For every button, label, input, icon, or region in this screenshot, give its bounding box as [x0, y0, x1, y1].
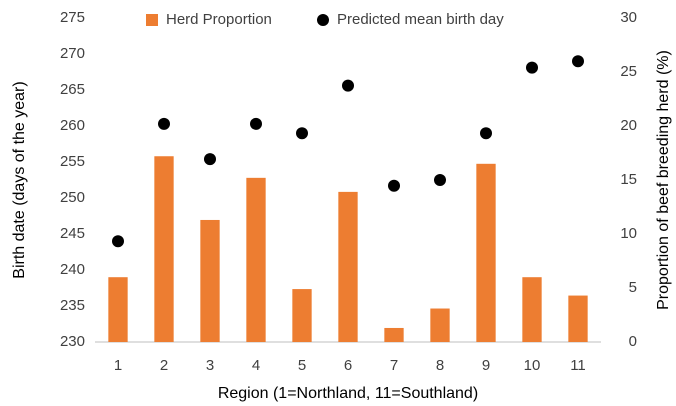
y2-tick-label: 15 — [620, 171, 637, 188]
y-tick-label: 230 — [60, 333, 85, 350]
y-tick-label: 250 — [60, 189, 85, 206]
legend-label: Predicted mean birth day — [337, 11, 504, 28]
bar — [384, 327, 404, 342]
point — [250, 117, 262, 130]
y-tick-label: 260 — [60, 117, 85, 134]
x-tick-label: 2 — [160, 357, 168, 374]
y2-tick-label: 5 — [629, 279, 637, 296]
legend-marker — [317, 14, 329, 26]
y-tick-label: 240 — [60, 261, 85, 278]
y-tick-label: 270 — [60, 45, 85, 62]
bar — [108, 277, 128, 342]
x-tick-label: 3 — [206, 357, 214, 374]
bar — [568, 295, 588, 342]
y-axis-title: Birth date (days of the year) — [11, 81, 28, 278]
x-tick-label: 9 — [482, 357, 490, 374]
x-tick-label: 6 — [344, 357, 352, 374]
y-tick-label: 265 — [60, 81, 85, 98]
y2-tick-label: 10 — [620, 225, 637, 242]
point — [572, 55, 584, 68]
legend-marker — [146, 14, 158, 26]
y-tick-label: 275 — [60, 9, 85, 26]
x-tick-label: 1 — [114, 357, 122, 374]
y2-tick-label: 30 — [620, 9, 637, 26]
y-tick-label: 235 — [60, 297, 85, 314]
x-tick-label: 5 — [298, 357, 306, 374]
point — [388, 179, 400, 192]
bar — [246, 177, 266, 342]
x-axis-title: Region (1=Northland, 11=Southland) — [218, 385, 478, 402]
y2-tick-label: 20 — [620, 117, 637, 134]
bar — [200, 219, 220, 342]
bar — [476, 163, 496, 342]
bar — [292, 289, 312, 342]
x-tick-label: 8 — [436, 357, 444, 374]
point — [296, 127, 308, 140]
point — [204, 153, 216, 166]
point — [342, 79, 354, 92]
point — [526, 61, 538, 74]
y2-axis-title: Proportion of beef breeding herd (%) — [655, 50, 672, 310]
x-tick-label: 7 — [390, 357, 398, 374]
point — [434, 174, 446, 186]
x-tick-label: 4 — [252, 357, 260, 374]
bar — [430, 308, 450, 342]
point — [158, 117, 170, 130]
bar — [338, 191, 358, 342]
y2-tick-label: 25 — [620, 63, 637, 80]
x-tick-label: 10 — [524, 357, 541, 374]
point — [112, 235, 124, 248]
y-tick-label: 255 — [60, 153, 85, 170]
y-tick-label: 245 — [60, 225, 85, 242]
x-tick-label: 11 — [570, 357, 586, 374]
point — [480, 127, 492, 140]
y2-tick-label: 0 — [629, 333, 637, 350]
legend-label: Herd Proportion — [166, 11, 272, 28]
bar — [154, 156, 174, 342]
bar — [522, 277, 542, 342]
